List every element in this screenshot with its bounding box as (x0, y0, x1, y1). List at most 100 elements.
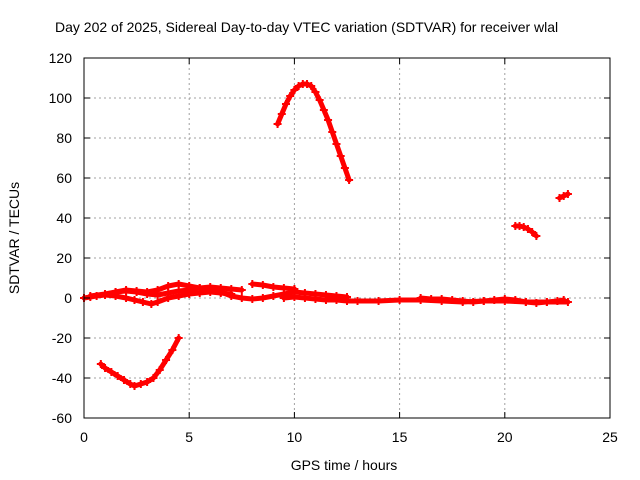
satellite-track-9-point (307, 82, 316, 90)
y-tick-label: 0 (64, 290, 72, 306)
satellite-track-6-point (311, 295, 320, 303)
satellite-track-4-point (227, 292, 236, 300)
axis-ticks: -60 -40 -20 0 20 40 60 80 100 120 0 5 10 15 20 25 (49, 50, 618, 445)
satellite-track-7 (416, 294, 568, 307)
satellite-track-1-point (138, 298, 147, 306)
satellite-track-8-point (162, 356, 171, 364)
satellite-track-8-point (174, 334, 183, 342)
satellite-track-4-point (216, 288, 225, 296)
satellite-track-3-point (237, 286, 246, 294)
grid-lines (84, 58, 610, 418)
x-tick-label: 0 (80, 429, 88, 445)
satellite-track-9-point (328, 128, 337, 136)
satellite-track-9-point (332, 140, 341, 148)
satellite-track-5-point (248, 280, 257, 288)
satellite-track-5 (248, 280, 299, 293)
satellite-track-10-point (519, 223, 528, 231)
satellite-track-8-point (143, 378, 152, 386)
satellite-track-4-point (258, 294, 267, 302)
y-tick-label: 120 (49, 50, 73, 66)
satellite-track-7-point (458, 297, 467, 305)
satellite-track-6-point (321, 296, 330, 304)
satellite-track-6-point (279, 294, 288, 302)
satellite-track-7-point (490, 296, 499, 304)
data-series (80, 80, 572, 390)
satellite-track-9-point (303, 80, 312, 88)
satellite-track-8-point (113, 372, 122, 380)
satellite-track-6-point (343, 297, 351, 305)
satellite-track-8-point (168, 346, 177, 354)
satellite-track-3-point (153, 291, 162, 299)
satellite-track-9-point (290, 86, 299, 94)
y-tick-label: 20 (56, 250, 72, 266)
x-axis-label: GPS time / hours (291, 457, 398, 473)
satellite-track-3-point (122, 287, 131, 295)
y-tick-label: 80 (56, 130, 72, 146)
satellite-track-3-point (164, 289, 173, 297)
satellite-track-3-point (111, 288, 120, 296)
satellite-track-2-point (174, 280, 183, 288)
y-tick-label: -20 (52, 330, 72, 346)
satellite-track-7-point (427, 295, 436, 303)
satellite-track-8-point (126, 380, 135, 388)
satellite-track-9 (273, 80, 354, 184)
satellite-track-8-point (107, 368, 116, 376)
satellite-track-5-point (258, 281, 267, 289)
satellite-track-4-point (237, 294, 246, 302)
satellite-track-11-point (559, 192, 568, 200)
y-tick-label: -40 (52, 370, 72, 386)
satellite-track-8-point (101, 364, 110, 372)
satellite-track-3-point (174, 287, 183, 295)
satellite-track-6-point (353, 297, 362, 305)
satellite-track-4-point (248, 295, 257, 303)
satellite-track-10 (511, 222, 541, 240)
satellite-track-10-point (528, 228, 537, 236)
satellite-track-6-point (332, 296, 341, 304)
satellite-track-7-point (500, 295, 509, 303)
satellite-track-6-point (395, 296, 404, 304)
satellite-track-8-point (119, 376, 128, 384)
satellite-track-6-point (374, 297, 383, 305)
satellite-track-5-point (269, 283, 278, 291)
satellite-track-7-point (437, 295, 446, 303)
satellite-track-6-point (300, 294, 309, 302)
satellite-track-11-point (555, 194, 564, 202)
satellite-track-9-point (336, 152, 345, 160)
y-axis-label: SDTVAR / TECUs (6, 182, 22, 294)
satellite-track-3-point (132, 288, 141, 296)
satellite-track-9-point (324, 116, 333, 124)
satellite-track-9-point (277, 110, 286, 118)
satellite-track-11-point (563, 190, 572, 198)
satellite-track-9-point (345, 176, 354, 184)
satellite-track-2-point (101, 290, 110, 298)
satellite-track-3-point (227, 285, 236, 293)
satellite-track-8-point (149, 374, 158, 382)
chart-title: Day 202 of 2025, Sidereal Day-to-day VTE… (55, 19, 558, 35)
satellite-track-7-point (448, 296, 457, 304)
satellite-track-8-point (130, 382, 139, 390)
y-tick-label: 40 (56, 210, 72, 226)
satellite-track-1-point (122, 294, 131, 302)
satellite-track-2-point (86, 292, 95, 300)
satellite-track-9-point (281, 100, 290, 108)
satellite-track-7-point (521, 298, 530, 306)
x-tick-label: 10 (287, 429, 303, 445)
satellite-track-5-point (279, 284, 288, 292)
satellite-track-1-point (130, 296, 139, 304)
satellite-track-3-point (206, 283, 215, 291)
satellite-track-7-point (416, 294, 425, 302)
satellite-track-8-point (155, 366, 164, 374)
satellite-track-2-point (164, 282, 173, 290)
satellite-track-8-point (136, 380, 145, 388)
x-tick-label: 15 (392, 429, 408, 445)
satellite-track-9-point (319, 106, 328, 114)
satellite-track-7-point (469, 298, 478, 306)
satellite-track-3-point (143, 290, 152, 298)
satellite-track-4-point (269, 292, 278, 300)
satellite-track-6-point (563, 298, 572, 306)
satellite-track-9-point (315, 96, 324, 104)
y-tick-label: 100 (49, 90, 73, 106)
satellite-track-5-point (290, 285, 299, 293)
